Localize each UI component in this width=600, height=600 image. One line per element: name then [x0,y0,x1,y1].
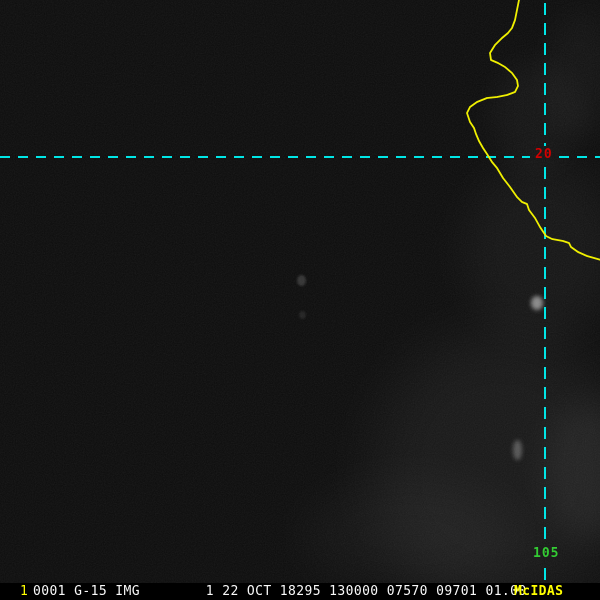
frame-number: 1 [20,584,29,599]
coastline-overlay [466,0,600,261]
status-bar: 1 0001 G-15 IMG 1 22 OCT 18295 130000 07… [0,583,600,600]
crosshair-v-label: 105 [533,546,560,561]
mcidas-brand-label: McIDAS [514,584,564,599]
satellite-image[interactable]: 20 105 [0,0,600,583]
crosshair-h-label: 20 [535,147,553,162]
image-status-text: 0001 G-15 IMG 1 22 OCT 18295 130000 0757… [33,584,527,599]
